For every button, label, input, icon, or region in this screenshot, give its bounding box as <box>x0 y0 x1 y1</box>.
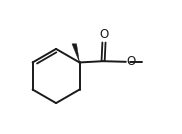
Text: O: O <box>126 55 136 68</box>
Text: O: O <box>99 28 109 41</box>
Polygon shape <box>72 44 80 62</box>
